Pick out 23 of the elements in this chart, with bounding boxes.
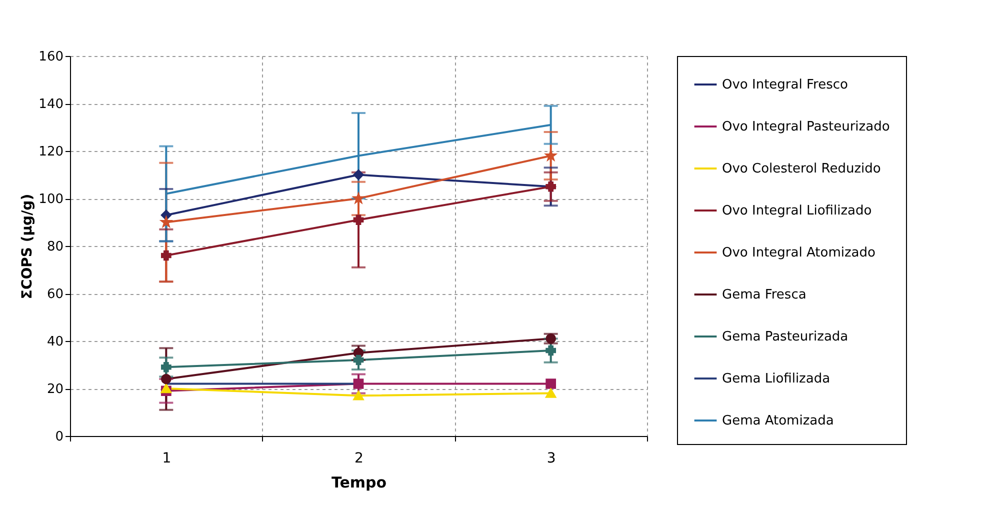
y-tick-label: 20 xyxy=(46,382,64,397)
legend-label: Gema Fresca xyxy=(722,288,806,302)
legend-label: Gema Pasteurizada xyxy=(722,330,848,344)
legend-label: Gema Atomizada xyxy=(722,414,834,428)
y-axis-title: ΣCOPS (µg/g) xyxy=(20,194,36,300)
legend-label: Ovo Integral Fresco xyxy=(722,78,848,92)
y-tick-label: 80 xyxy=(46,240,64,254)
legend-label: Ovo Integral Liofilizado xyxy=(722,204,872,218)
legend-label: Ovo Integral Atomizado xyxy=(722,246,876,260)
y-tick-label: 160 xyxy=(38,50,64,64)
legend-label: Ovo Integral Pasteurizado xyxy=(722,120,890,134)
x-axis-title: Tempo xyxy=(331,474,387,492)
y-tick-label: 140 xyxy=(38,97,64,112)
legend-label: Gema Liofilizada xyxy=(722,372,830,386)
x-tick-label: 3 xyxy=(546,450,556,466)
y-tick-label: 100 xyxy=(38,192,64,207)
y-tick-label: 0 xyxy=(55,430,64,444)
legend-label: Ovo Colesterol Reduzido xyxy=(722,162,881,176)
y-tick-label: 60 xyxy=(46,287,64,302)
x-tick-label: 1 xyxy=(162,450,172,466)
y-tick-label: 120 xyxy=(38,144,64,160)
x-tick-label: 2 xyxy=(354,450,364,466)
y-tick-label: 40 xyxy=(46,334,64,350)
